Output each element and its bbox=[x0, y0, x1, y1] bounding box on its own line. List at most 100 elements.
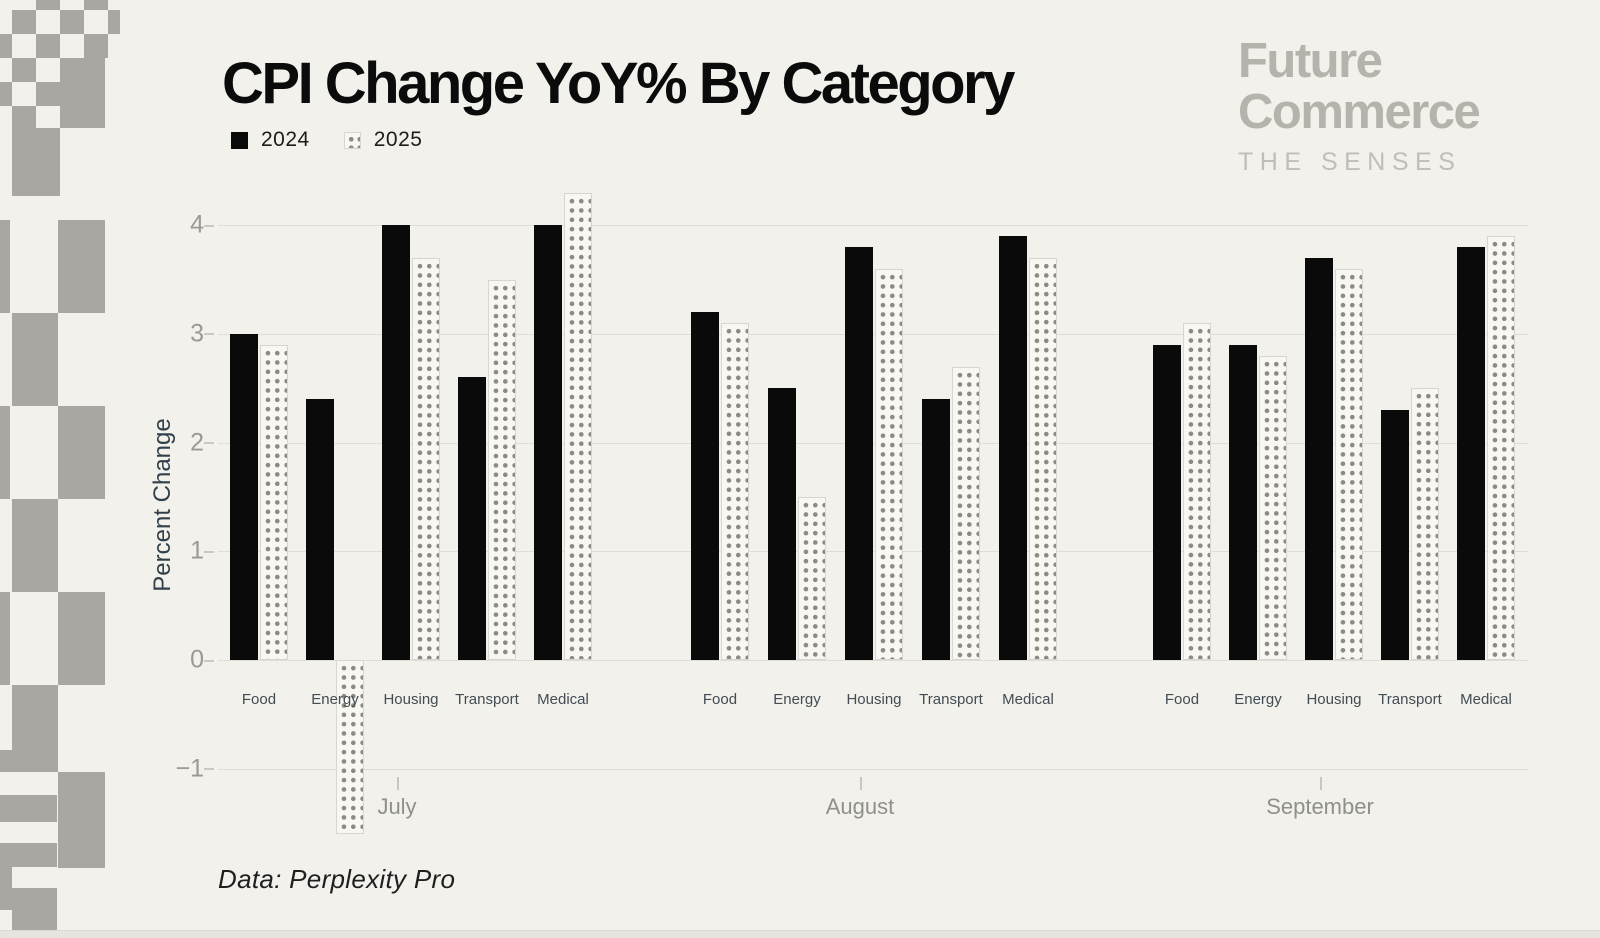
dotted-swatch-icon bbox=[343, 131, 361, 149]
y-tick-mark bbox=[204, 224, 214, 227]
bar-chart-plot: 4 3 2 1 0 −1 Food Energy Housing Transport Medical… bbox=[175, 180, 1530, 860]
checker-square bbox=[0, 82, 12, 106]
checker-square bbox=[12, 499, 58, 592]
checker-square bbox=[58, 406, 105, 499]
checker-square bbox=[12, 128, 60, 196]
checker-square bbox=[0, 220, 10, 313]
legend-item-2024: 2024 bbox=[231, 128, 310, 152]
gridline-3 bbox=[218, 333, 1528, 335]
checker-square bbox=[36, 0, 60, 10]
bar-2024-september-medical bbox=[1457, 246, 1485, 660]
category-label-september-transport: Transport bbox=[1378, 691, 1442, 708]
checker-square bbox=[36, 34, 60, 58]
bar-2025-july-housing bbox=[412, 257, 440, 660]
month-label-august: August bbox=[825, 794, 895, 819]
bar-2025-september-transport bbox=[1411, 388, 1439, 660]
checker-square bbox=[0, 888, 12, 910]
bar-2025-august-energy bbox=[798, 496, 826, 660]
gridline-2 bbox=[218, 442, 1528, 444]
bottom-edge-strip bbox=[0, 930, 1600, 938]
x-tick-mark-august bbox=[860, 777, 862, 790]
checker-square bbox=[12, 106, 36, 128]
legend-label-2025: 2025 bbox=[373, 128, 423, 151]
category-label-july-energy: Energy bbox=[311, 691, 359, 708]
bar-2024-july-energy bbox=[306, 399, 334, 660]
category-label-august-medical: Medical bbox=[1002, 691, 1054, 708]
bar-2025-august-housing bbox=[875, 268, 903, 660]
checker-square bbox=[108, 10, 120, 34]
legend-item-2025: 2025 bbox=[343, 128, 423, 152]
y-tick-label-3: 3 bbox=[190, 319, 204, 348]
bar-2024-july-food bbox=[230, 333, 258, 660]
checker-square bbox=[0, 867, 12, 888]
category-label-august-transport: Transport bbox=[919, 691, 983, 708]
y-tick-mark bbox=[204, 768, 214, 771]
brand-line-1: Future bbox=[1238, 34, 1383, 88]
month-label-july: July bbox=[377, 794, 417, 819]
checker-square bbox=[12, 313, 58, 406]
y-tick-label-0: 0 bbox=[190, 645, 204, 674]
solid-swatch-icon bbox=[231, 131, 248, 149]
category-label-july-medical: Medical bbox=[537, 691, 589, 708]
gridline-1 bbox=[218, 551, 1528, 553]
checker-square bbox=[0, 750, 57, 772]
legend-label-2024: 2024 bbox=[261, 128, 310, 151]
bar-2025-july-food bbox=[260, 344, 288, 660]
category-label-july-housing: Housing bbox=[383, 691, 439, 708]
checker-square bbox=[0, 843, 57, 867]
brand-logo: Future Commerce THE SENSES bbox=[1238, 34, 1481, 177]
bar-2024-august-transport bbox=[922, 399, 950, 660]
brand-tagline: THE SENSES bbox=[1238, 147, 1462, 176]
bar-2025-september-food bbox=[1183, 323, 1211, 660]
y-tick-label-2: 2 bbox=[190, 428, 204, 457]
checker-square bbox=[58, 592, 105, 685]
y-tick-label-1: 1 bbox=[190, 536, 204, 565]
category-label-august-energy: Energy bbox=[773, 691, 821, 708]
checker-square bbox=[0, 795, 57, 822]
y-tick-mark bbox=[204, 442, 214, 445]
x-tick-mark-july bbox=[397, 777, 399, 790]
chart-title: CPI Change YoY% By Category bbox=[222, 51, 1015, 116]
y-axis-title: Percent Change bbox=[149, 418, 176, 592]
bar-2024-july-housing bbox=[382, 225, 410, 660]
checker-square bbox=[0, 406, 10, 499]
bar-2025-august-transport bbox=[952, 366, 980, 660]
category-label-august-food: Food bbox=[702, 691, 738, 708]
bar-2024-july-transport bbox=[458, 377, 486, 660]
bar-2025-july-energy bbox=[336, 660, 364, 834]
checker-square bbox=[84, 0, 108, 10]
checker-square bbox=[12, 58, 36, 82]
bar-2025-august-medical bbox=[1029, 257, 1057, 660]
category-label-july-transport: Transport bbox=[455, 691, 519, 708]
gridline-0 bbox=[218, 660, 1528, 661]
bar-2024-august-housing bbox=[845, 246, 873, 660]
bar-2024-september-transport bbox=[1381, 409, 1409, 660]
bar-2024-july-medical bbox=[534, 225, 562, 660]
category-label-september-food: Food bbox=[1164, 691, 1200, 708]
bar-2025-september-energy bbox=[1259, 355, 1287, 660]
y-tick-mark bbox=[204, 659, 214, 662]
y-tick-mark bbox=[204, 550, 214, 553]
bar-2025-august-food bbox=[721, 323, 749, 660]
checker-square bbox=[58, 772, 105, 868]
bar-2025-september-housing bbox=[1335, 268, 1363, 660]
month-label-september: September bbox=[1266, 794, 1374, 819]
checker-square bbox=[84, 34, 108, 58]
category-label-september-housing: Housing bbox=[1306, 691, 1362, 708]
checker-square bbox=[36, 82, 60, 106]
checker-square bbox=[0, 592, 10, 685]
bar-2024-august-energy bbox=[768, 388, 796, 660]
category-label-july-food: Food bbox=[241, 691, 277, 708]
y-tick-mark bbox=[204, 333, 214, 336]
checker-square bbox=[60, 10, 84, 34]
bar-2024-august-food bbox=[691, 312, 719, 660]
y-tick-label-−1: −1 bbox=[175, 754, 204, 783]
category-label-september-energy: Energy bbox=[1234, 691, 1282, 708]
brand-line-2: Commerce bbox=[1238, 84, 1481, 139]
checker-square bbox=[60, 58, 105, 128]
gridline-4 bbox=[218, 225, 1528, 227]
x-tick-mark-september bbox=[1320, 777, 1322, 790]
bar-2024-september-food bbox=[1153, 344, 1181, 660]
data-source-note: Data: Perplexity Pro bbox=[218, 864, 456, 894]
